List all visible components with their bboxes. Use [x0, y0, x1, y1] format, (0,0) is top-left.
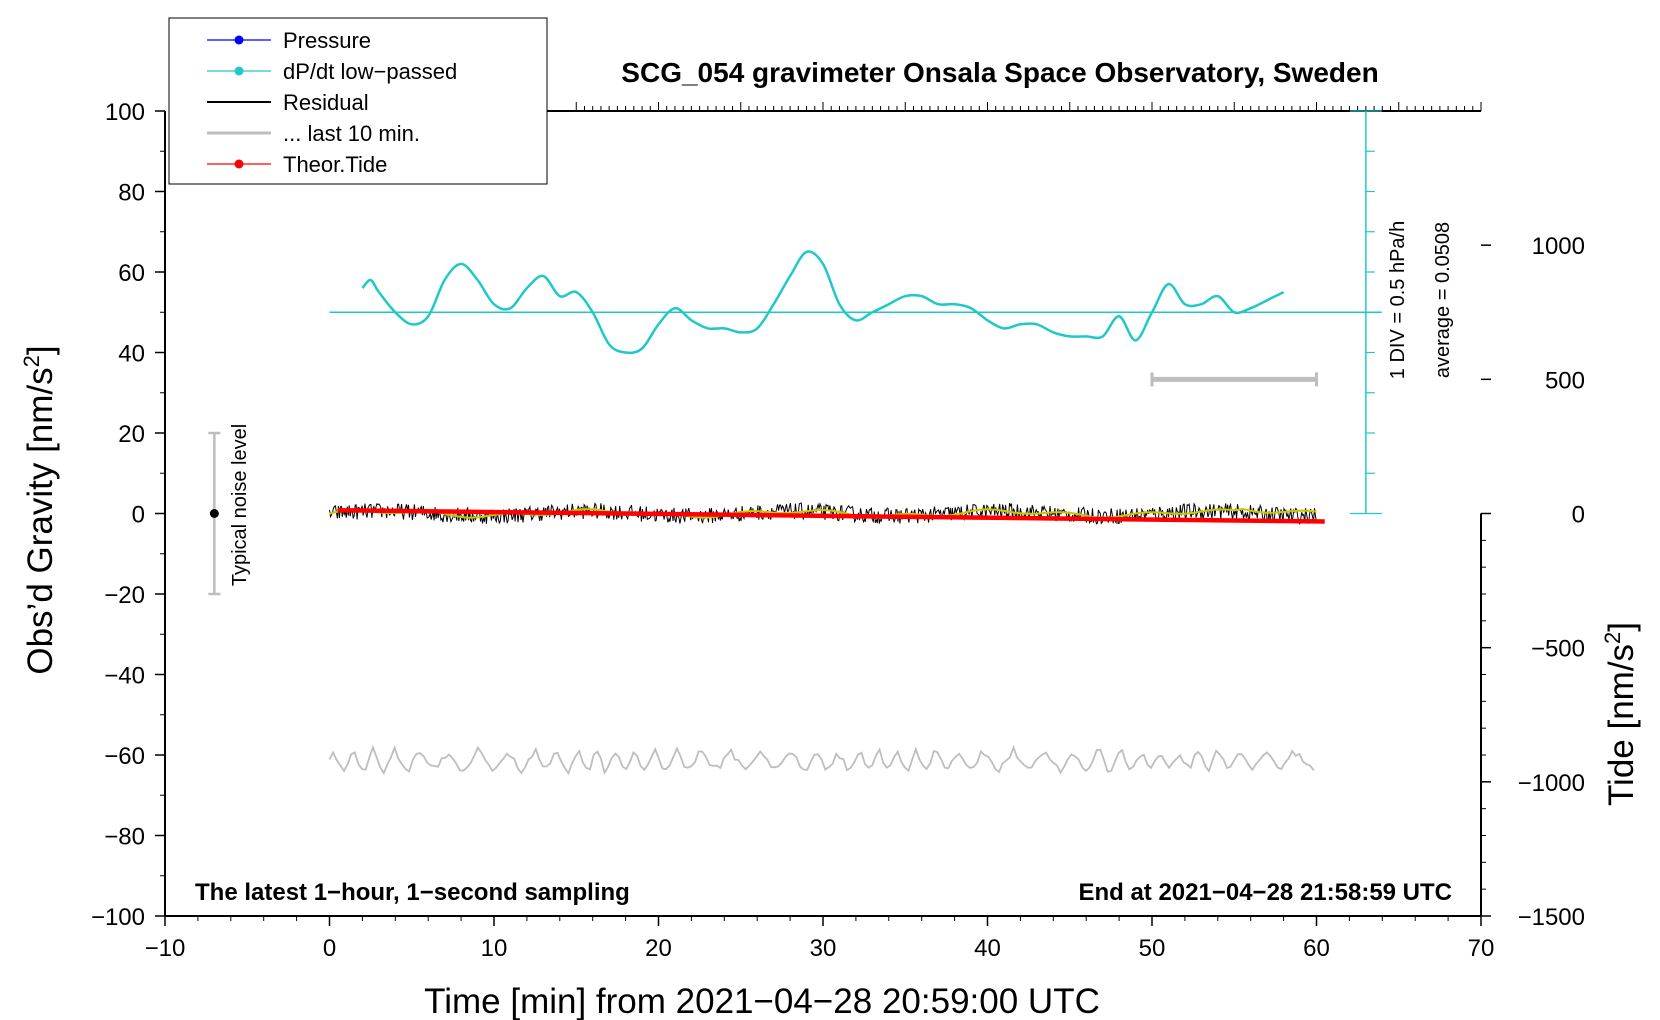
x-tick-label: 50 — [1139, 935, 1166, 962]
pressure-scale-div-label: 1 DIV = 0.5 hPa/h — [1387, 221, 1409, 379]
dpdt-line — [361, 250, 1285, 355]
last-10-min-line — [328, 744, 1315, 776]
y-tick-label: −20 — [104, 582, 145, 609]
legend-label: dP/dt low−passed — [283, 59, 457, 84]
right-y-tick-label: 500 — [1545, 367, 1585, 394]
y-tick-label: 20 — [118, 421, 145, 448]
x-tick-label: −10 — [145, 935, 186, 962]
y-tick-label: 40 — [118, 341, 145, 368]
y-tick-label: 80 — [118, 180, 145, 207]
y-tick-label: 0 — [132, 502, 145, 529]
y-tick-label: −60 — [104, 743, 145, 770]
theor-tide-line — [337, 508, 1325, 524]
legend-marker — [234, 66, 244, 76]
legend-marker — [234, 35, 244, 45]
x-tick-label: 0 — [323, 935, 336, 962]
legend-marker — [234, 159, 244, 169]
x-tick-label: 20 — [645, 935, 672, 962]
legend-label: ... last 10 min. — [283, 121, 420, 146]
legend-label: Pressure — [283, 28, 371, 53]
y-tick-label: −80 — [104, 824, 145, 851]
noise-level-label: Typical noise level — [229, 424, 251, 586]
right-y-tick-label: 1000 — [1532, 233, 1585, 260]
legend: Pressure dP/dt low−passed Residual ... last… — [168, 17, 548, 185]
x-axis-label: Time [min] from 2021−04−28 20:59:00 UTC — [424, 982, 1100, 1020]
annotation-end-time: End at 2021−04−28 21:58:59 UTC — [1078, 879, 1452, 906]
y-axis-label: Obs’d Gravity [nm/s2] — [19, 345, 60, 674]
axes: −10 0 10 20 30 40 50 60 70−100−80−60−40−20020406… — [91, 99, 1585, 962]
residual-smoothed-line — [329, 507, 1317, 519]
right-y-axis-label: Tide [nm/s2] — [1600, 622, 1641, 806]
y-tick-label: 60 — [118, 260, 145, 287]
legend-label: Theor.Tide — [283, 152, 387, 177]
right-y-tick-label: −1000 — [1518, 770, 1585, 797]
x-tick-label: 40 — [974, 935, 1001, 962]
right-y-tick-label: −1500 — [1518, 904, 1585, 931]
y-tick-label: 100 — [105, 99, 145, 126]
chart-title: SCG_054 gravimeter Onsala Space Observat… — [621, 57, 1378, 88]
y-tick-label: −100 — [91, 904, 145, 931]
right-y-tick-label: 0 — [1572, 502, 1585, 529]
legend-label: Residual — [283, 90, 369, 115]
right-y-tick-label: −500 — [1531, 636, 1585, 663]
pressure-scale-average-label: average = 0.0508 — [1432, 222, 1454, 378]
y-tick-label: −40 — [104, 663, 145, 690]
x-tick-label: 70 — [1468, 935, 1495, 962]
annotation-sampling: The latest 1−hour, 1−second sampling — [195, 879, 630, 906]
x-tick-label: 30 — [810, 935, 837, 962]
noise-level-point — [209, 509, 219, 518]
x-tick-label: 10 — [481, 935, 508, 962]
series-layer — [208, 250, 1382, 776]
x-tick-label: 60 — [1303, 935, 1330, 962]
